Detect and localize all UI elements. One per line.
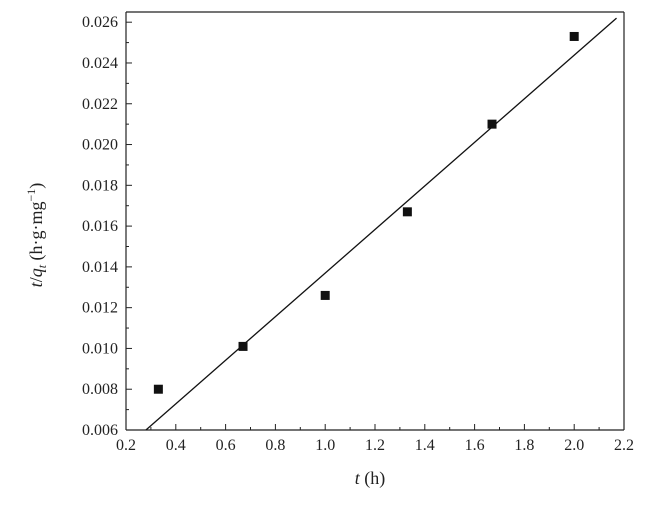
x-tick-label: 2.2 [614, 437, 634, 454]
y-tick-label: 0.026 [82, 14, 118, 31]
data-point [569, 31, 579, 41]
y-tick-label: 0.014 [82, 259, 118, 276]
y-tick-label: 0.016 [82, 218, 118, 235]
y-tick-label: 0.010 [82, 340, 118, 357]
x-tick-label: 1.0 [315, 437, 335, 454]
x-tick-label: 1.4 [415, 437, 435, 454]
x-tick-label: 0.4 [166, 437, 186, 454]
data-point [238, 341, 248, 351]
x-tick-label: 0.2 [116, 437, 136, 454]
y-tick-label: 0.012 [82, 300, 118, 317]
x-tick-label: 1.8 [514, 437, 534, 454]
x-axis-title: t (h) [355, 468, 386, 489]
x-axis-ticks: 0.2 0.4 0.6 0.8 1.0 1.2 1.4 1.6 1.8 2.0 2.2 [116, 424, 634, 454]
plot-frame [125, 11, 625, 431]
y-tick-label: 0.022 [82, 96, 118, 113]
fit-line [145, 17, 617, 431]
x-tick-label: 2.0 [564, 437, 584, 454]
x-tick-label: 0.8 [265, 437, 285, 454]
x-tick-label: 0.6 [216, 437, 236, 454]
y-tick-label: 0.008 [82, 381, 118, 398]
data-points [153, 31, 579, 394]
data-point [320, 290, 330, 300]
x-tick-label: 1.2 [365, 437, 385, 454]
y-axis-ticks: 0.006 0.008 0.010 0.012 0.014 0.016 0.018 0.020… [82, 14, 132, 439]
data-point [153, 384, 163, 394]
data-point [402, 207, 412, 217]
y-axis-title: t/qt (h·g·mg−1) [24, 183, 49, 288]
y-tick-label: 0.024 [82, 55, 118, 72]
x-tick-label: 1.6 [465, 437, 485, 454]
y-tick-label: 0.020 [82, 137, 118, 154]
fit-line-layer [145, 17, 617, 431]
y-tick-label: 0.018 [82, 177, 118, 194]
y-tick-label: 0.006 [82, 422, 118, 439]
data-point [487, 119, 497, 129]
